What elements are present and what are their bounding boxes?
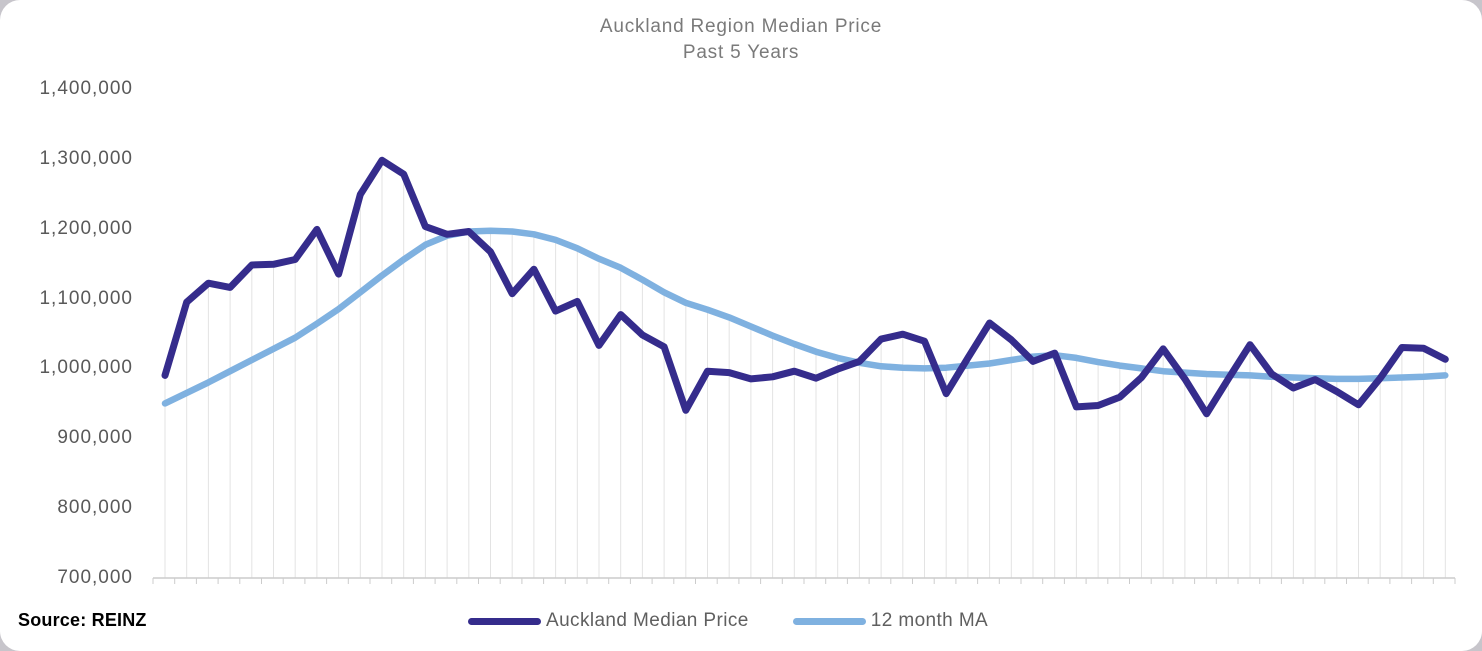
- legend-item-auckland-median: Auckland Median Price: [468, 610, 749, 632]
- chart-title: Auckland Region Median Price Past 5 Year…: [0, 14, 1482, 66]
- y-axis-tick-label: 1,200,000: [39, 217, 133, 239]
- legend-label-12-month-ma: 12 month MA: [870, 610, 989, 631]
- y-axis-tick-label: 800,000: [57, 497, 133, 519]
- legend-item-12-month-ma: 12 month MA: [792, 610, 989, 632]
- source-attribution: Source: REINZ: [18, 610, 147, 630]
- chart-title-line1: Auckland Region Median Price: [599, 16, 883, 37]
- legend-swatch-auckland-median: [468, 617, 541, 625]
- chart-title-line2: Past 5 Years: [682, 42, 800, 63]
- legend-swatch-12-month-ma: [792, 617, 866, 625]
- y-axis-tick-label: 700,000: [57, 567, 133, 588]
- chart-legend: Auckland Median Price 12 month MA: [468, 610, 988, 632]
- y-axis-tick-label: 1,400,000: [39, 78, 133, 99]
- series-line-auckland-median-price: [161, 156, 1449, 418]
- legend-label-auckland-median: Auckland Median Price: [546, 610, 749, 631]
- y-axis-tick-label: 1,000,000: [39, 357, 133, 379]
- y-axis-tick-label: 1,300,000: [39, 147, 133, 169]
- y-axis-tick-label: 1,100,000: [39, 287, 133, 309]
- y-axis-tick-label: 900,000: [57, 427, 133, 449]
